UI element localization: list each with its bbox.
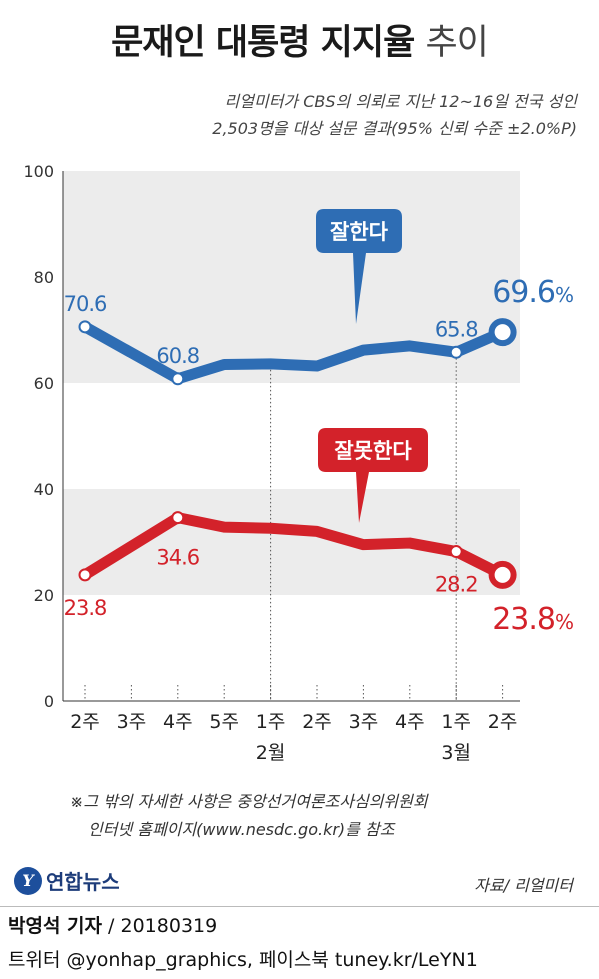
footnote: ※그 밖의 자세한 사항은 중앙선거여론조사심의위원회 인터넷 홈페이지(www… (70, 788, 428, 844)
x-tick-label: 4주 (395, 711, 425, 733)
yonhap-logo-icon: Y (14, 866, 42, 895)
data-point (449, 345, 463, 359)
y-tick-label: 40 (34, 480, 54, 499)
byline: 박영석 기자 / 20180319 (8, 911, 217, 938)
byline-date: / 20180319 (102, 915, 218, 937)
legend-bubble-disapprove: 잘못한다 (318, 428, 428, 523)
data-point-endpoint (488, 318, 517, 347)
title-suffix: 추이 (425, 23, 488, 63)
data-label: 28.2 (435, 573, 478, 597)
data-label: 69.6% (492, 275, 573, 310)
subtitle-line-1: 리얼미터가 CBS의 의뢰로 지난 12~16일 전국 성인 (224, 92, 577, 111)
month-label: 3월 (441, 742, 471, 764)
x-tick-label: 3주 (117, 711, 147, 733)
y-tick-label: 80 (34, 268, 54, 287)
month-label: 2월 (256, 742, 286, 764)
legend-bubble-approve-shape (316, 209, 402, 324)
data-point (449, 545, 463, 559)
legend-bubble-disapprove-label: 잘못한다 (334, 439, 412, 463)
series-line-0 (79, 321, 509, 385)
x-tick-label: 1주 (441, 711, 471, 733)
approval-line-chart: 0 20 40 60 80 100 2주 3주 4주 5주 1주 2주 3주 4주 1주 2주 2월 3월 70.6… (23, 162, 574, 764)
y-tick-label: 0 (44, 692, 54, 711)
data-point (78, 568, 92, 582)
y-tick-label: 20 (34, 586, 54, 605)
social-links: 트위터 @yonhap_graphics, 페이스북 tuney.kr/LeYN… (8, 949, 478, 971)
title-main: 문재인 대통령 지지율 (111, 23, 415, 63)
data-point-endpoint (488, 560, 517, 589)
data-point (171, 511, 185, 525)
x-tick-label: 2주 (488, 711, 518, 733)
grid-band (63, 171, 520, 277)
footnote-line-2: 인터넷 홈페이지(www.nesdc.go.kr)를 참조 (88, 820, 395, 839)
footnote-line-1: ※그 밖의 자세한 사항은 중앙선거여론조사심의위원회 (70, 792, 428, 811)
x-tick-label: 1주 (256, 711, 286, 733)
chart-title: 문재인 대통령 지지율 추이 (0, 14, 599, 65)
reporter-name: 박영석 기자 (8, 915, 103, 937)
yonhap-logo: Y 연합뉴스 (14, 866, 120, 895)
subtitle-line-2: 2,503명을 대상 설문 결과(95% 신뢰 수준 ±2.0%P) (212, 119, 577, 138)
footer-divider (0, 906, 599, 907)
series-line-1 (79, 512, 509, 581)
yonhap-logo-text: 연합뉴스 (46, 870, 120, 894)
chart-subtitle: 리얼미터가 CBS의 의뢰로 지난 12~16일 전국 성인 2,503명을 대… (212, 88, 577, 142)
y-tick-label: 100 (23, 162, 54, 181)
x-tick-label: 2주 (302, 711, 332, 733)
data-label: 23.8 (64, 596, 107, 620)
x-tick-label: 2주 (70, 711, 100, 733)
data-point (78, 320, 92, 334)
data-label: 60.8 (156, 344, 199, 368)
data-label: 70.6 (64, 292, 107, 316)
y-tick-label: 60 (34, 374, 54, 393)
legend-bubble-approve: 잘한다 (316, 209, 402, 324)
x-tick-label: 5주 (209, 711, 239, 733)
source-credit: 자료/ 리얼미터 (474, 876, 573, 895)
data-point (171, 372, 185, 386)
x-tick-label: 3주 (349, 711, 379, 733)
legend-bubble-approve-label: 잘한다 (330, 220, 389, 244)
legend-bubble-disapprove-shape (318, 428, 428, 523)
data-label: 65.8 (435, 317, 478, 341)
data-label: 34.6 (156, 546, 199, 570)
data-label: 23.8% (492, 602, 573, 637)
x-tick-label: 4주 (163, 711, 193, 733)
